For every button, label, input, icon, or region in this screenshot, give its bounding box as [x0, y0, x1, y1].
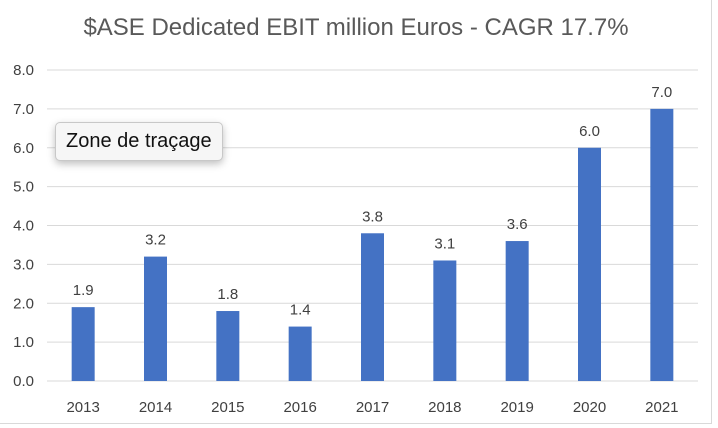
y-tick-label: 3.0	[13, 256, 34, 273]
bar	[288, 326, 312, 381]
x-tick-label: 2016	[283, 399, 316, 416]
x-tick-label: 2021	[645, 399, 678, 416]
x-tick-label: 2019	[500, 399, 533, 416]
data-label: 1.8	[217, 286, 238, 303]
bar	[361, 233, 384, 381]
y-tick-label: 2.0	[13, 295, 34, 312]
data-label: 3.6	[507, 216, 528, 233]
bar	[650, 108, 674, 381]
data-label: 6.0	[579, 123, 600, 140]
y-tick-label: 7.0	[13, 101, 34, 118]
chart-title: $ASE Dedicated EBIT million Euros - CAGR…	[83, 14, 629, 41]
y-tick-label: 1.0	[13, 334, 34, 351]
y-tick-label: 5.0	[13, 179, 34, 196]
data-label: 7.0	[651, 84, 672, 101]
data-label: 1.4	[290, 302, 311, 319]
y-tick-label: 0.0	[13, 373, 34, 390]
x-tick-label: 2013	[66, 399, 99, 416]
bar	[144, 256, 167, 381]
bar	[578, 147, 601, 381]
bar	[505, 241, 529, 381]
x-tick-label: 2014	[139, 399, 172, 416]
data-label: 1.9	[73, 282, 94, 299]
data-label: 3.1	[434, 235, 455, 252]
data-label: 3.8	[362, 208, 383, 225]
x-tick-label: 2015	[211, 399, 244, 416]
y-tick-label: 4.0	[13, 218, 34, 235]
data-label: 3.2	[145, 232, 166, 249]
bar	[433, 260, 457, 381]
x-tick-label: 2018	[428, 399, 461, 416]
x-tick-label: 2017	[356, 399, 389, 416]
plot-area-tooltip: Zone de traçage	[55, 122, 223, 161]
y-tick-label: 6.0	[13, 140, 34, 157]
x-tick-label: 2020	[573, 399, 606, 416]
bar	[216, 311, 240, 381]
y-tick-label: 8.0	[13, 62, 34, 79]
bar	[71, 307, 95, 381]
